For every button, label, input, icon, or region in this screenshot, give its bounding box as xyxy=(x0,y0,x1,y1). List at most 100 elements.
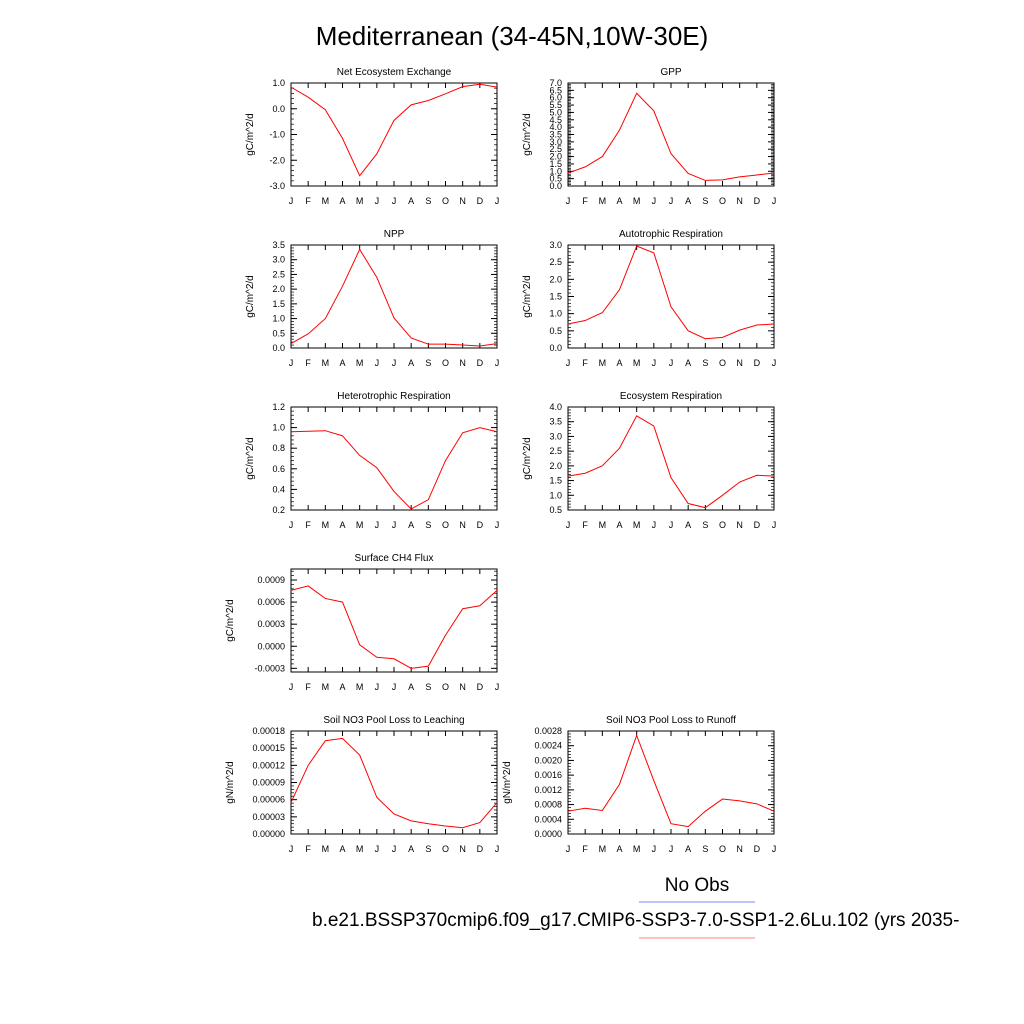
y-tick-label: 0.0000 xyxy=(257,641,285,651)
y-tick-label: 0.00015 xyxy=(252,743,285,753)
y-tick-label: 1.0 xyxy=(549,166,562,176)
series-line xyxy=(567,92,775,181)
x-tick-label: N xyxy=(736,844,743,854)
x-tick-label: M xyxy=(599,844,607,854)
x-tick-label: M xyxy=(633,358,641,368)
x-tick-label: A xyxy=(408,196,414,206)
x-tick-label: M xyxy=(322,844,330,854)
x-tick-label: A xyxy=(685,844,691,854)
x-tick-label: J xyxy=(652,844,657,854)
y-tick-label: 0.5 xyxy=(272,328,285,338)
panel-title: Heterotrophic Respiration xyxy=(337,391,450,402)
x-tick-label: J xyxy=(652,520,657,530)
x-tick-label: M xyxy=(322,520,330,530)
x-tick-label: N xyxy=(459,358,466,368)
x-tick-label: M xyxy=(356,358,364,368)
x-tick-label: S xyxy=(425,520,431,530)
x-tick-label: J xyxy=(289,682,294,692)
x-tick-label: S xyxy=(702,196,708,206)
x-tick-label: A xyxy=(408,844,414,854)
panel-title: Autotrophic Respiration xyxy=(619,229,723,240)
y-tick-label: 0.0020 xyxy=(534,755,562,765)
x-tick-label: D xyxy=(477,196,484,206)
x-tick-label: J xyxy=(375,682,380,692)
x-tick-label: D xyxy=(477,682,484,692)
plot-frame xyxy=(290,730,498,835)
series-line xyxy=(290,585,498,669)
x-tick-label: J xyxy=(566,844,571,854)
y-tick-label: 0.5 xyxy=(549,174,562,184)
y-axis-label: gC/m^2/d xyxy=(522,275,533,318)
x-tick-label: J xyxy=(289,520,294,530)
x-tick-label: A xyxy=(616,196,622,206)
y-tick-label: 0.0009 xyxy=(257,575,285,585)
x-tick-label: J xyxy=(289,844,294,854)
x-tick-label: O xyxy=(719,520,726,530)
y-axis-label: gC/m^2/d xyxy=(245,113,256,156)
x-tick-label: J xyxy=(375,196,380,206)
x-tick-label: O xyxy=(719,358,726,368)
x-tick-label: M xyxy=(633,520,641,530)
x-tick-label: F xyxy=(582,196,588,206)
x-tick-label: A xyxy=(616,844,622,854)
x-tick-label: M xyxy=(356,682,364,692)
x-tick-label: J xyxy=(652,358,657,368)
y-tick-label: 1.0 xyxy=(272,423,285,433)
x-tick-label: M xyxy=(356,520,364,530)
x-tick-label: D xyxy=(754,358,761,368)
x-tick-label: O xyxy=(719,844,726,854)
y-tick-label: 5.0 xyxy=(549,107,562,117)
plot-frame xyxy=(567,730,775,835)
x-tick-label: N xyxy=(459,682,466,692)
x-tick-label: J xyxy=(375,520,380,530)
y-tick-label: 3.0 xyxy=(549,137,562,147)
x-tick-label: J xyxy=(289,358,294,368)
x-tick-label: A xyxy=(408,358,414,368)
y-tick-label: -1.0 xyxy=(269,130,285,140)
x-tick-label: O xyxy=(719,196,726,206)
x-tick-label: O xyxy=(442,196,449,206)
x-tick-label: N xyxy=(459,520,466,530)
x-tick-label: F xyxy=(305,196,311,206)
y-tick-label: 0.0006 xyxy=(257,597,285,607)
x-tick-label: S xyxy=(425,844,431,854)
y-axis-label: gC/m^2/d xyxy=(245,275,256,318)
figure-title: Mediterranean (34-45N,10W-30E) xyxy=(316,21,709,51)
series-line xyxy=(290,737,498,829)
x-tick-label: M xyxy=(356,844,364,854)
x-tick-label: D xyxy=(477,358,484,368)
y-tick-label: 2.0 xyxy=(549,274,562,284)
x-tick-label: A xyxy=(339,520,345,530)
panel-title: Soil NO3 Pool Loss to Runoff xyxy=(606,715,736,726)
y-tick-label: 1.5 xyxy=(549,292,562,302)
y-tick-label: 6.0 xyxy=(549,93,562,103)
x-tick-label: S xyxy=(702,844,708,854)
y-tick-label: 1.2 xyxy=(272,402,285,412)
y-tick-label: 0.0004 xyxy=(534,814,562,824)
x-tick-label: J xyxy=(375,358,380,368)
x-tick-label: J xyxy=(669,358,674,368)
y-tick-label: 0.0 xyxy=(272,343,285,353)
x-tick-label: F xyxy=(305,682,311,692)
x-tick-label: F xyxy=(305,844,311,854)
x-tick-label: J xyxy=(566,520,571,530)
x-tick-label: J xyxy=(495,196,500,206)
plot-frame xyxy=(567,406,775,511)
series-line xyxy=(290,427,498,510)
x-tick-label: A xyxy=(685,196,691,206)
x-tick-label: J xyxy=(392,196,397,206)
y-tick-label: 0.00018 xyxy=(252,726,285,736)
x-tick-label: J xyxy=(772,196,777,206)
y-axis-label: gC/m^2/d xyxy=(522,113,533,156)
x-tick-label: J xyxy=(669,844,674,854)
x-tick-label: M xyxy=(322,682,330,692)
series-line xyxy=(567,733,775,828)
x-tick-label: O xyxy=(442,520,449,530)
series-line xyxy=(290,83,498,177)
y-tick-label: 1.5 xyxy=(549,159,562,169)
x-tick-label: J xyxy=(289,196,294,206)
